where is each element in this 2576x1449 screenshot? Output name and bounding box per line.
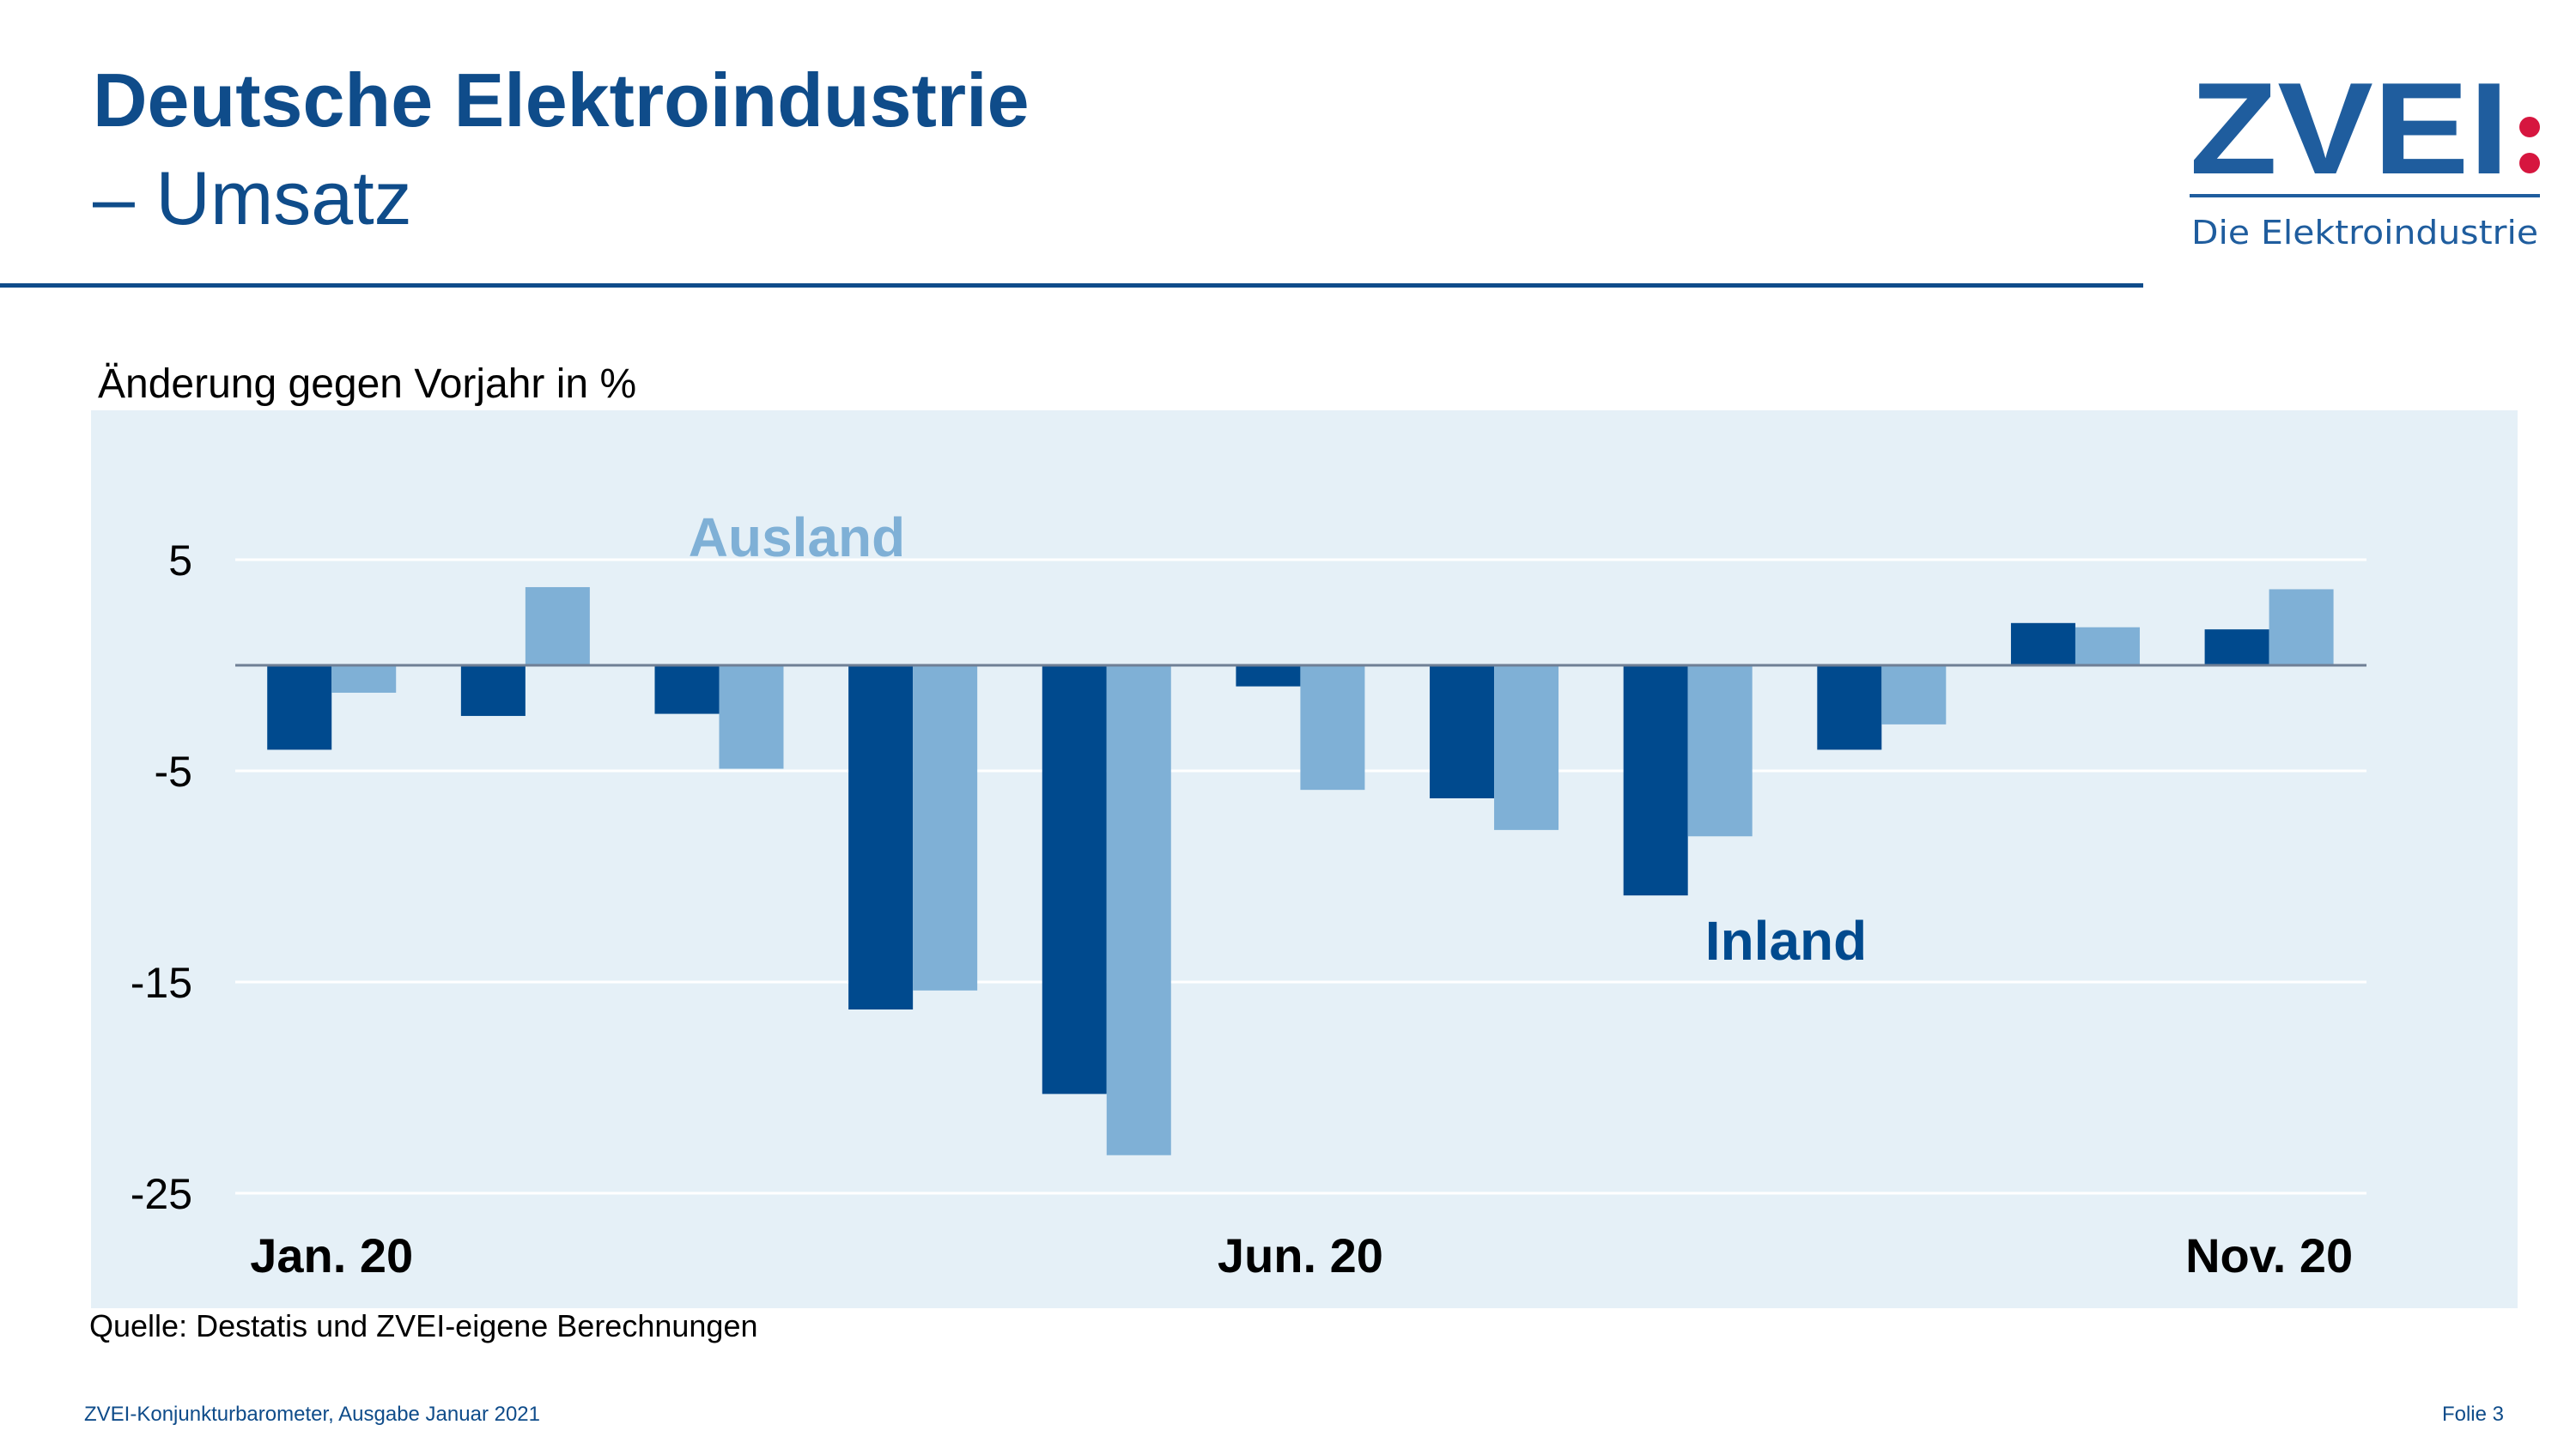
logo-dot-top	[2519, 117, 2540, 137]
plot-background	[91, 410, 2518, 1308]
bar-inland	[654, 665, 720, 714]
y-tick-label: -5	[155, 748, 192, 796]
logo-tagline: Die Elektroindustrie	[2191, 214, 2538, 252]
bar-inland	[2010, 622, 2075, 665]
logo-dot-bottom	[2519, 153, 2540, 173]
bar-ausland	[719, 665, 784, 769]
series-label-ausland: Ausland	[689, 506, 905, 568]
bar-inland	[1430, 665, 1495, 798]
page-title: Deutsche Elektroindustrie	[93, 58, 1030, 142]
series-label-inland: Inland	[1705, 910, 1867, 972]
bar-ausland	[1881, 665, 1947, 724]
bar-ausland	[1300, 665, 1365, 791]
y-tick-label: -15	[131, 959, 192, 1007]
footer-slide-number: Folie 3	[2441, 1403, 2504, 1426]
y-tick-label: -25	[131, 1170, 192, 1218]
x-tick-label: Jun. 20	[1218, 1228, 1383, 1282]
x-tick-label: Nov. 20	[2185, 1228, 2353, 1282]
chart-subtitle: Änderung gegen Vorjahr in %	[98, 361, 637, 407]
zvei-logo: ZVEI Die Elektroindustrie	[2190, 77, 2540, 252]
bar-ausland	[525, 586, 590, 665]
header-divider	[0, 283, 2143, 288]
bar-ausland	[2269, 589, 2334, 665]
bar-inland	[2204, 629, 2269, 665]
x-tick-label: Jan. 20	[250, 1228, 413, 1282]
bar-ausland	[1494, 665, 1559, 830]
logo-underline	[2190, 194, 2540, 197]
bar-inland	[1042, 665, 1107, 1094]
y-tick-label: 5	[168, 537, 192, 585]
bar-ausland	[331, 665, 397, 693]
bar-ausland	[1687, 665, 1753, 837]
logo-wordmark: ZVEI	[2190, 77, 2509, 202]
bar-inland	[848, 665, 914, 1009]
bar-ausland	[913, 665, 978, 991]
bar-inland	[460, 665, 526, 717]
source-note: Quelle: Destatis und ZVEI-eigene Berechn…	[89, 1308, 758, 1343]
bar-ausland	[1106, 665, 1171, 1155]
page-subtitle: – Umsatz	[93, 155, 412, 240]
bar-inland	[267, 665, 332, 750]
footer-publication: ZVEI-Konjunkturbarometer, Ausgabe Januar…	[84, 1403, 540, 1426]
bar-ausland	[2075, 627, 2140, 665]
bar-inland	[1236, 665, 1301, 687]
bar-inland	[1817, 665, 1882, 750]
bar-inland	[1623, 665, 1688, 896]
